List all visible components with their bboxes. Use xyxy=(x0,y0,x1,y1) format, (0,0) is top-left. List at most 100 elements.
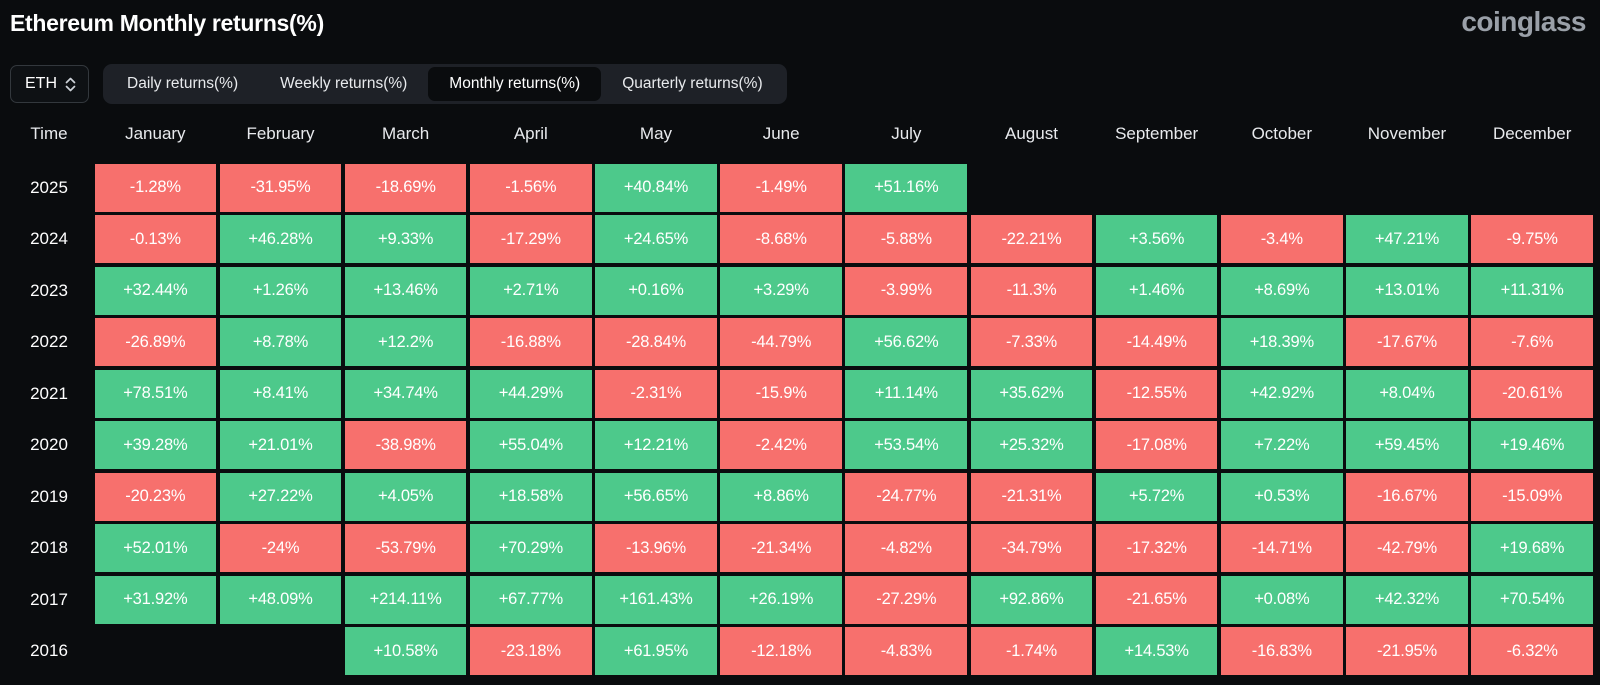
column-header-july: July xyxy=(891,124,922,143)
return-cell-2019-may: +56.65% xyxy=(595,472,717,521)
return-cell-2022-june: -44.79% xyxy=(720,318,842,366)
updown-chevron-icon xyxy=(65,77,76,92)
column-header-june: June xyxy=(762,124,800,143)
return-cell-2020-february: +21.01% xyxy=(219,421,342,469)
return-cell-2022-april: -16.88% xyxy=(469,318,592,366)
return-cell-2024-may: +24.65% xyxy=(595,215,717,263)
return-cell-2024-august: -22.21% xyxy=(970,215,1093,263)
return-cell-2020-june: -2.42% xyxy=(720,421,842,469)
return-cell-2025-september xyxy=(1096,164,1218,212)
return-cell-2016-december: -6.32% xyxy=(1471,627,1593,675)
tab-daily-returns[interactable]: Daily returns(%) xyxy=(127,75,239,92)
return-cell-2025-january: -1.28% xyxy=(94,163,217,212)
return-cell-2019-june: +8.86% xyxy=(720,472,842,521)
return-cell-2020-march: -38.98% xyxy=(344,421,467,469)
return-cell-2016-march: +10.58% xyxy=(344,627,467,675)
topbar: Ethereum Monthly returns(%) coinglass xyxy=(0,0,1600,56)
return-cell-2025-june: -1.49% xyxy=(720,163,842,212)
return-cell-2016-september: +14.53% xyxy=(1095,627,1218,675)
symbol-select[interactable]: ETH xyxy=(10,65,89,103)
return-cell-2025-november xyxy=(1346,164,1468,212)
return-cell-2024-april: -17.29% xyxy=(469,215,592,263)
return-cell-2016-february xyxy=(220,627,342,675)
return-cell-2021-december: -20.61% xyxy=(1471,369,1593,418)
return-cell-2025-october xyxy=(1221,164,1343,212)
return-cell-2018-august: -34.79% xyxy=(970,524,1093,572)
coinglass-logo: coinglass xyxy=(1461,6,1586,37)
tab-monthly-returns[interactable]: Monthly returns(%) xyxy=(428,67,602,101)
return-cell-2023-march: +13.46% xyxy=(344,266,467,315)
return-cell-2022-february: +8.78% xyxy=(219,318,342,366)
return-cell-2020-december: +19.46% xyxy=(1471,421,1593,469)
return-cell-2019-december: -15.09% xyxy=(1471,472,1593,521)
return-cell-2018-june: -21.34% xyxy=(720,524,842,572)
return-cell-2020-january: +39.28% xyxy=(94,421,217,469)
return-cell-2017-april: +67.77% xyxy=(469,575,592,624)
return-cell-2025-may: +40.84% xyxy=(595,163,717,212)
return-cell-2024-february: +46.28% xyxy=(219,215,342,263)
return-cell-2018-december: +19.68% xyxy=(1471,524,1593,572)
return-cell-2018-march: -53.79% xyxy=(344,524,467,572)
return-cell-2023-july: -3.99% xyxy=(845,266,968,315)
return-cell-2024-september: +3.56% xyxy=(1095,215,1218,263)
return-cell-2018-october: -14.71% xyxy=(1220,524,1343,572)
return-cell-2018-january: +52.01% xyxy=(94,524,217,572)
return-cell-2022-march: +12.2% xyxy=(344,318,467,366)
return-cell-2024-july: -5.88% xyxy=(845,215,968,263)
return-cell-2017-october: +0.08% xyxy=(1220,575,1343,624)
return-cell-2019-february: +27.22% xyxy=(219,472,342,521)
return-cell-2017-february: +48.09% xyxy=(219,575,342,624)
return-cell-2023-june: +3.29% xyxy=(720,266,842,315)
return-cell-2023-may: +0.16% xyxy=(595,266,717,315)
return-cell-2020-november: +59.45% xyxy=(1346,421,1468,469)
year-label-2021: 2021 xyxy=(30,383,68,403)
controls-row: ETH Daily returns(%) Weekly returns(%) Mon… xyxy=(0,56,1600,104)
return-cell-2023-november: +13.01% xyxy=(1346,266,1468,315)
return-cell-2022-august: -7.33% xyxy=(970,318,1093,366)
return-cell-2023-october: +8.69% xyxy=(1220,266,1343,315)
returns-heatmap-table: Time January February March April May June July… xyxy=(7,112,1593,675)
return-cell-2024-january: -0.13% xyxy=(94,215,217,263)
return-cell-2021-march: +34.74% xyxy=(344,369,467,418)
return-cell-2019-november: -16.67% xyxy=(1346,472,1468,521)
column-header-january: January xyxy=(125,124,186,143)
return-cell-2025-august xyxy=(971,164,1093,212)
return-cell-2025-december xyxy=(1471,164,1593,212)
return-cell-2021-june: -15.9% xyxy=(720,369,842,418)
return-cell-2022-january: -26.89% xyxy=(94,318,217,366)
return-cell-2020-september: -17.08% xyxy=(1095,421,1218,469)
return-cell-2019-april: +18.58% xyxy=(469,472,592,521)
page-title: Ethereum Monthly returns(%) xyxy=(10,10,324,36)
return-cell-2021-april: +44.29% xyxy=(469,369,592,418)
year-label-2022: 2022 xyxy=(30,332,68,351)
year-label-2018: 2018 xyxy=(30,538,68,557)
return-cell-2016-october: -16.83% xyxy=(1220,627,1343,675)
year-label-2025: 2025 xyxy=(30,177,68,197)
return-cell-2023-september: +1.46% xyxy=(1095,266,1218,315)
column-header-october: October xyxy=(1251,124,1313,143)
year-label-2016: 2016 xyxy=(30,641,68,660)
return-cell-2018-july: -4.82% xyxy=(845,524,968,572)
year-label-2017: 2017 xyxy=(30,589,68,609)
return-cell-2024-march: +9.33% xyxy=(344,215,467,263)
tab-quarterly-returns[interactable]: Quarterly returns(%) xyxy=(622,75,763,92)
return-cell-2023-february: +1.26% xyxy=(219,266,342,315)
return-cell-2016-july: -4.83% xyxy=(845,627,968,675)
return-cell-2020-may: +12.21% xyxy=(595,421,717,469)
return-cell-2017-june: +26.19% xyxy=(720,575,842,624)
column-header-september: September xyxy=(1115,124,1199,143)
return-cell-2023-april: +2.71% xyxy=(469,266,592,315)
symbol-select-value: ETH xyxy=(25,75,57,92)
return-cell-2022-september: -14.49% xyxy=(1095,318,1218,366)
tab-weekly-returns[interactable]: Weekly returns(%) xyxy=(280,75,408,92)
column-header-march: March xyxy=(382,124,430,143)
return-cell-2024-november: +47.21% xyxy=(1346,215,1468,263)
return-cell-2023-august: -11.3% xyxy=(970,266,1093,315)
return-cell-2021-october: +42.92% xyxy=(1220,369,1343,418)
return-cell-2016-june: -12.18% xyxy=(720,627,842,675)
return-cell-2020-july: +53.54% xyxy=(845,421,968,469)
return-cell-2017-december: +70.54% xyxy=(1471,575,1593,624)
return-cell-2021-august: +35.62% xyxy=(970,369,1093,418)
return-cell-2017-january: +31.92% xyxy=(94,575,217,624)
return-cell-2016-january xyxy=(95,627,217,675)
